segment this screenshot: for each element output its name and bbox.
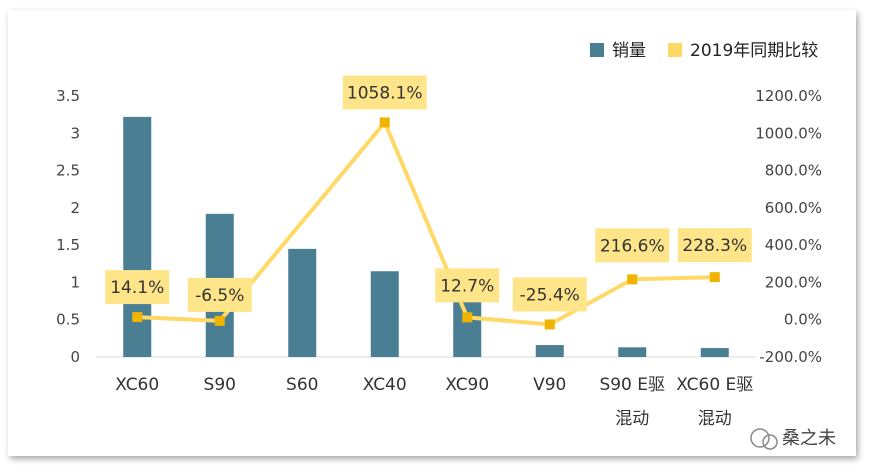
left-tick-label: 1.5 — [56, 236, 80, 254]
left-tick-label: 3 — [70, 124, 80, 142]
left-tick-label: 0.5 — [56, 311, 80, 329]
right-tick-label: -200.0% — [759, 348, 822, 366]
category-label: XC60 E驱 — [676, 375, 753, 395]
yoy-data-label-box — [342, 75, 427, 110]
legend-label-sales: 销量 — [612, 41, 646, 61]
right-tick-label: 800.0% — [765, 162, 822, 180]
bar-v90 — [535, 345, 564, 357]
yoy-data-label: -6.5% — [195, 286, 244, 306]
yoy-data-label: 12.7% — [440, 276, 494, 296]
left-tick-label: 1 — [70, 273, 80, 291]
wechat-icon — [750, 428, 770, 448]
left-tick-label: 0 — [70, 348, 80, 366]
yoy-marker — [462, 312, 473, 323]
yoy-data-label: -25.4% — [520, 285, 580, 305]
left-tick-label: 3.5 — [56, 87, 80, 105]
chart-panel: 0 0.5 1 1.5 2 2.5 3 3.5 -200.0% 0.0% 200.0% 400.0% 6… — [8, 10, 856, 456]
category-label: S90 E驱 — [599, 375, 665, 395]
yoy-marker — [214, 315, 225, 326]
category-label: XC40 — [363, 375, 407, 395]
bar-xc40 — [370, 271, 399, 357]
yoy-data-label-box — [512, 277, 587, 312]
right-tick-label: 0.0% — [784, 311, 822, 329]
yoy-data-label-box — [435, 268, 500, 303]
yoy-data-label-box — [677, 228, 752, 263]
combo-chart: 0 0.5 1 1.5 2 2.5 3 3.5 -200.0% 0.0% 200.0% 400.0% 6… — [56, 41, 836, 450]
yoy-data-label-box — [105, 270, 170, 305]
left-tick-label: 2.5 — [56, 162, 80, 180]
yoy-marker — [132, 312, 143, 323]
yoy-data-label-box — [187, 277, 252, 312]
right-tick-label: 1000.0% — [755, 124, 822, 142]
category-label: 混动 — [698, 409, 732, 429]
bar-xc60-e驱 — [700, 348, 729, 357]
right-tick-label: 400.0% — [765, 236, 822, 254]
yoy-marker — [627, 274, 638, 285]
bar-s90-e驱 — [618, 347, 647, 357]
bar-s60 — [288, 248, 317, 357]
right-tick-label: 1200.0% — [755, 87, 822, 105]
yoy-marker — [544, 319, 555, 330]
legend-label-yoy: 2019年同期比较 — [690, 41, 818, 61]
bar-xc90 — [453, 294, 482, 357]
legend-swatch-yoy — [668, 43, 682, 57]
yoy-data-label-box — [595, 228, 670, 263]
wechat-icon-inner — [762, 434, 778, 450]
yoy-data-label: 14.1% — [110, 278, 164, 298]
yoy-marker — [709, 272, 720, 283]
yoy-data-label: 216.6% — [600, 236, 665, 256]
category-label: S90 — [204, 375, 236, 395]
yoy-data-label: 1058.1% — [347, 83, 423, 103]
category-label: S60 — [286, 375, 318, 395]
left-tick-label: 2 — [70, 199, 80, 217]
category-label: XC60 — [115, 375, 159, 395]
watermark-text: 桑之未 — [782, 428, 836, 449]
right-tick-label: 600.0% — [765, 199, 822, 217]
category-label: V90 — [533, 375, 566, 395]
yoy-marker — [379, 117, 390, 128]
legend-swatch-sales — [590, 43, 604, 57]
category-label: 混动 — [615, 409, 649, 429]
category-label: XC90 — [445, 375, 489, 395]
right-tick-label: 200.0% — [765, 273, 822, 291]
yoy-data-label: 228.3% — [682, 236, 747, 256]
